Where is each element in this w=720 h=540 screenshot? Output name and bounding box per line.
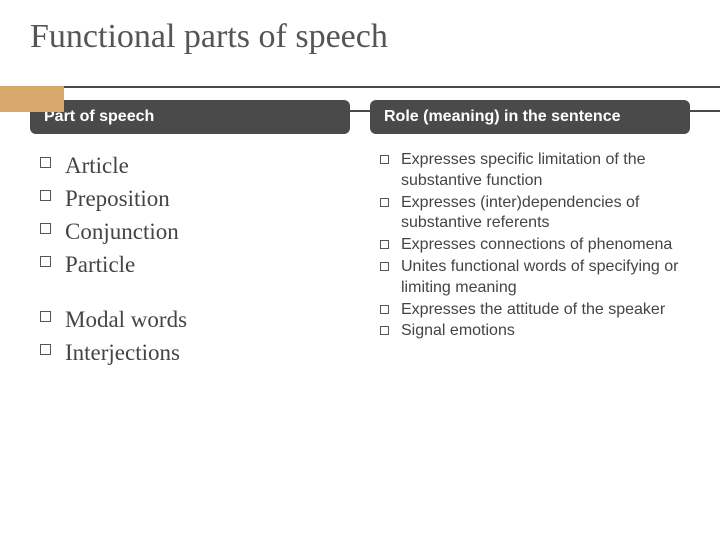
bullet-icon [380, 240, 389, 249]
list-item: Interjections [40, 337, 350, 368]
item-text: Interjections [65, 337, 180, 368]
bullet-icon [40, 157, 51, 168]
slide-title: Functional parts of speech [30, 18, 690, 56]
bullet-icon [380, 326, 389, 335]
right-list: Expresses specific limitation of the sub… [370, 150, 690, 342]
item-text: Expresses (inter)dependencies of substan… [401, 193, 690, 235]
list-item: Article [40, 150, 350, 181]
list-item: Signal emotions [380, 321, 690, 342]
bullet-icon [40, 311, 51, 322]
item-text: Preposition [65, 183, 170, 214]
item-text: Article [65, 150, 129, 181]
list-gap [30, 282, 350, 304]
item-text: Unites functional words of specifying or… [401, 257, 690, 299]
list-item: Preposition [40, 183, 350, 214]
item-text: Expresses specific limitation of the sub… [401, 150, 690, 192]
list-item: Expresses specific limitation of the sub… [380, 150, 690, 192]
bullet-icon [40, 223, 51, 234]
columns-container: Part of speech Article Preposition Conju… [30, 100, 690, 370]
accent-bar [0, 86, 64, 112]
item-text: Signal emotions [401, 321, 515, 342]
left-list: Article Preposition Conjunction Particle [30, 150, 350, 280]
list-item: Particle [40, 249, 350, 280]
bullet-icon [380, 198, 389, 207]
bullet-icon [380, 155, 389, 164]
bullet-icon [380, 262, 389, 271]
left-column: Part of speech Article Preposition Conju… [30, 100, 350, 370]
item-text: Conjunction [65, 216, 179, 247]
right-column-header: Role (meaning) in the sentence [370, 100, 690, 134]
bullet-icon [40, 190, 51, 201]
list-item: Modal words [40, 304, 350, 335]
item-text: Expresses connections of phenomena [401, 235, 672, 256]
list-item: Expresses the attitude of the speaker [380, 300, 690, 321]
item-text: Particle [65, 249, 135, 280]
list-item: Conjunction [40, 216, 350, 247]
bullet-icon [40, 256, 51, 267]
list-item: Unites functional words of specifying or… [380, 257, 690, 299]
slide: Functional parts of speech Part of speec… [0, 0, 720, 540]
bullet-icon [380, 305, 389, 314]
right-column: Role (meaning) in the sentence Expresses… [370, 100, 690, 370]
bullet-icon [40, 344, 51, 355]
left-list-2: Modal words Interjections [30, 304, 350, 368]
item-text: Modal words [65, 304, 187, 335]
list-item: Expresses connections of phenomena [380, 235, 690, 256]
list-item: Expresses (inter)dependencies of substan… [380, 193, 690, 235]
item-text: Expresses the attitude of the speaker [401, 300, 665, 321]
left-column-header: Part of speech [30, 100, 350, 134]
